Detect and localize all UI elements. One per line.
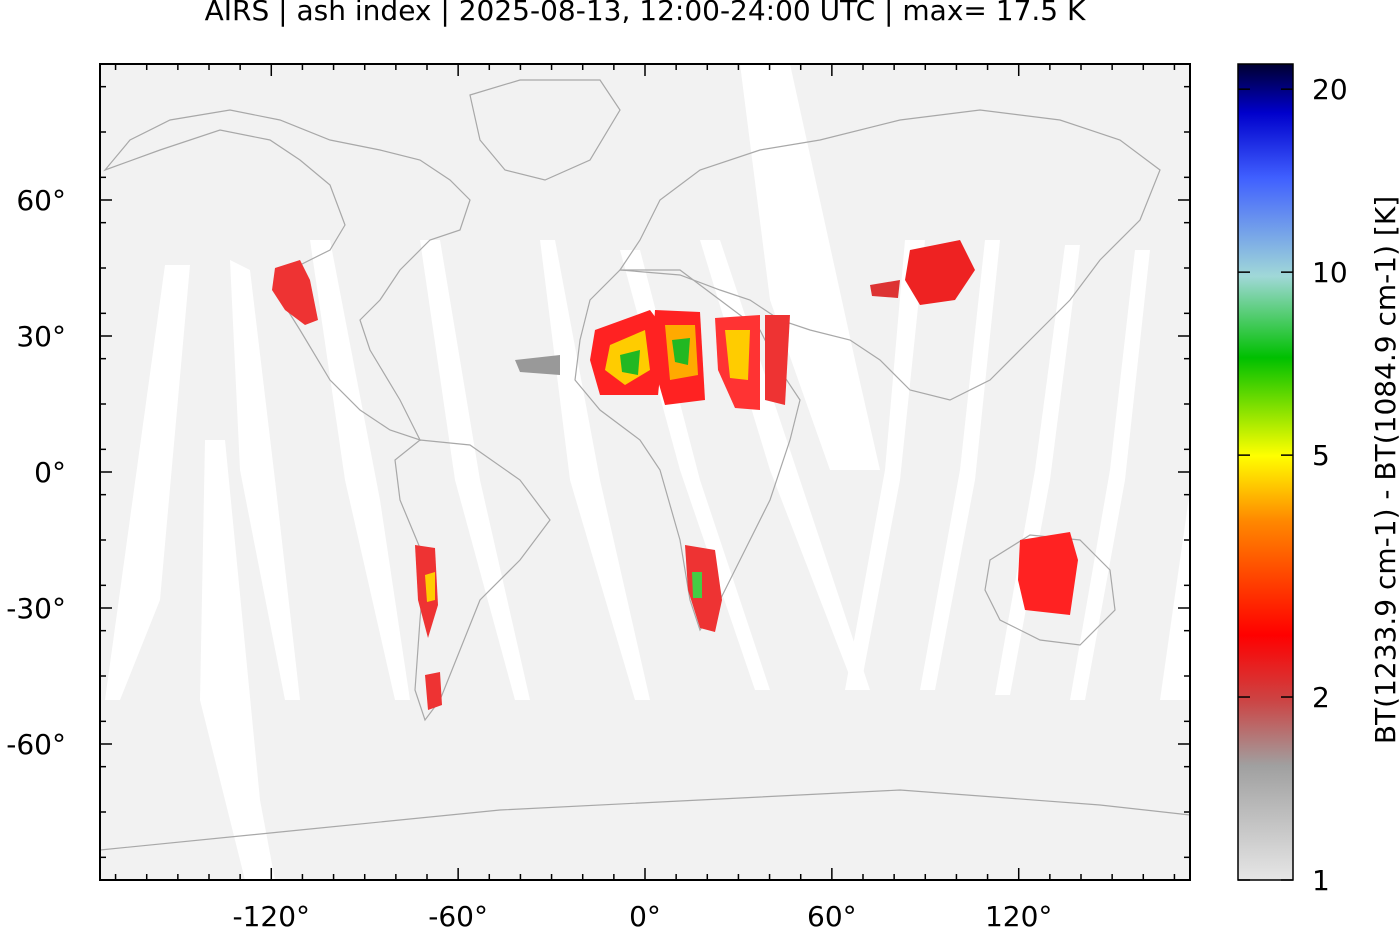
- x-tick-label: 120°: [985, 900, 1052, 930]
- swath-gap: [420, 240, 530, 700]
- colorbar-tick-label: 2: [1312, 681, 1330, 714]
- swath-gap: [1070, 250, 1150, 700]
- swath-gap: [740, 64, 880, 470]
- colorbar-ticks: 1 2 5 10 20: [1238, 73, 1348, 897]
- ash-patch-central-sahara-peak: [672, 338, 690, 365]
- colorbar-tick-label: 20: [1312, 73, 1348, 106]
- colorbar-label: BT(1233.9 cm-1) - BT(1084.9 cm-1) [K]: [1369, 196, 1400, 744]
- ash-patch-atacama-core: [425, 572, 435, 602]
- x-axis: -120° -60° 0° 60° 120°: [114, 64, 1176, 930]
- swath-gap: [995, 245, 1080, 695]
- y-tick-label: 30°: [16, 320, 66, 353]
- swath-gap: [230, 260, 300, 700]
- colorbar-tick-label: 10: [1312, 256, 1348, 289]
- swath-gap: [1160, 490, 1190, 700]
- ash-patch-west-sahara-peak: [620, 350, 640, 375]
- ash-patch-patagonia: [425, 672, 442, 710]
- ash-patch-arabia: [765, 315, 790, 405]
- x-tick-label: -120°: [233, 900, 311, 930]
- coast-greenland: [469, 79, 621, 181]
- plot-background: [100, 64, 1190, 880]
- ash-data: [272, 240, 1078, 710]
- ash-patch-namib-peak: [692, 572, 702, 598]
- coast-africa: [574, 269, 801, 632]
- ash-patch-atlantic: [515, 355, 560, 375]
- swath-gap: [200, 440, 275, 880]
- y-tick-label: -60°: [6, 728, 66, 761]
- ash-patch-namib: [685, 545, 722, 632]
- ash-patch-australia: [1018, 532, 1078, 615]
- x-tick-label: 0°: [629, 900, 661, 930]
- swath-gap: [845, 240, 925, 690]
- y-tick-label: -30°: [6, 592, 66, 625]
- ash-patch-tibet-west: [870, 280, 900, 298]
- chart-title: AIRS | ash index | 2025-08-13, 12:00-24:…: [204, 0, 1086, 27]
- swath-gap: [310, 240, 410, 700]
- swath-gap: [540, 240, 650, 700]
- x-tick-label: -60°: [428, 900, 488, 930]
- y-tick-label: 60°: [16, 184, 66, 217]
- colorbar-tick-label: 1: [1312, 864, 1330, 897]
- colorbar: [1237, 63, 1294, 881]
- ash-patch-central-asia: [905, 240, 975, 305]
- swath-gap: [105, 265, 190, 700]
- ash-patch-egypt-sudan-core: [725, 330, 750, 380]
- y-tick-label: 0°: [34, 456, 66, 489]
- ash-patch-western-north-america: [272, 260, 318, 325]
- coast-antarctica: [100, 789, 1190, 851]
- colorbar-tick-label: 5: [1312, 439, 1330, 472]
- x-tick-label: 60°: [807, 900, 857, 930]
- swath-gap: [920, 240, 1000, 690]
- coast-north-america: [103, 109, 471, 442]
- y-axis: 60° 30° 0° -30° -60°: [6, 63, 1190, 881]
